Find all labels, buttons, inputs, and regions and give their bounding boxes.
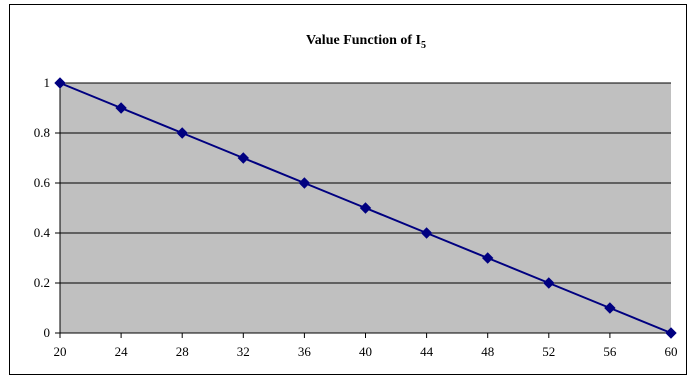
gridlines — [60, 82, 671, 284]
y-tick-label: 0 — [44, 325, 51, 340]
axes — [55, 82, 672, 338]
data-point — [237, 152, 250, 164]
series-layer — [54, 77, 677, 339]
x-tick-label: 40 — [359, 344, 372, 359]
data-point — [176, 127, 188, 139]
y-tick-label: 0.4 — [34, 225, 51, 240]
tick-labels: 0 0.2 0.4 0.6 0.8 1 20 24 28 32 36 40 44 48 52 56 60 — [34, 75, 678, 359]
data-point — [115, 102, 127, 114]
data-point — [359, 202, 372, 214]
data-point — [481, 252, 494, 264]
chart-title-main: Value Function of I — [306, 33, 421, 48]
x-tick-label: 24 — [115, 344, 129, 359]
chart-title-subscript: 5 — [421, 40, 426, 51]
x-tick-label: 48 — [481, 344, 494, 359]
x-tick-label: 20 — [54, 344, 67, 359]
x-tick-label: 44 — [420, 344, 434, 359]
x-tick-label: 52 — [542, 344, 555, 359]
y-tick-label: 0.2 — [34, 275, 50, 290]
x-tick-label: 32 — [237, 344, 250, 359]
y-tick-label: 0.8 — [34, 125, 50, 140]
data-point — [543, 277, 555, 289]
chart-title: Value Function of I5 — [306, 33, 426, 51]
data-point — [665, 327, 677, 339]
data-point — [420, 227, 433, 239]
data-point — [54, 77, 66, 89]
data-point — [604, 302, 616, 314]
y-tick-label: 1 — [44, 75, 51, 90]
x-tick-label: 60 — [665, 344, 678, 359]
x-tick-label: 36 — [298, 344, 312, 359]
x-tick-label: 28 — [176, 344, 189, 359]
y-tick-label: 0.6 — [34, 175, 51, 190]
x-tick-label: 56 — [603, 344, 617, 359]
data-point — [298, 177, 311, 189]
